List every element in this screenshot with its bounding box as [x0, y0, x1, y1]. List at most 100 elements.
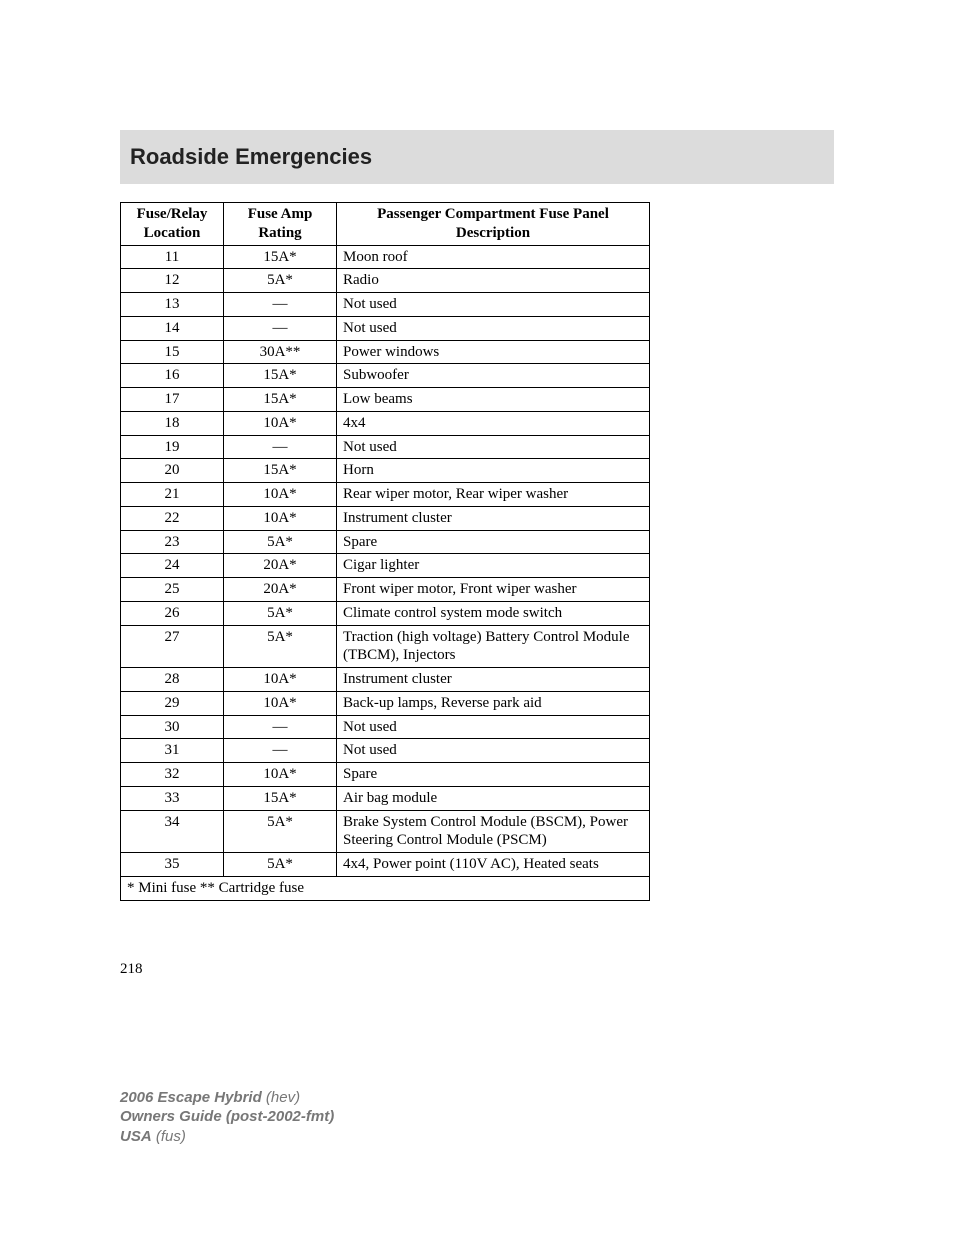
cell-amp-rating: 10A*: [224, 763, 337, 787]
cell-description: Moon roof: [337, 245, 650, 269]
fuse-table-header-row: Fuse/Relay Location Fuse Amp Rating Pass…: [121, 203, 650, 246]
cell-amp-rating: 10A*: [224, 506, 337, 530]
cell-location: 26: [121, 601, 224, 625]
cell-amp-rating: 15A*: [224, 245, 337, 269]
cell-location: 12: [121, 269, 224, 293]
cell-amp-rating: 10A*: [224, 483, 337, 507]
footer-line-2: Owners Guide (post-2002-fmt): [120, 1107, 834, 1127]
cell-amp-rating: 5A*: [224, 530, 337, 554]
cell-amp-rating: 5A*: [224, 601, 337, 625]
table-row: 1615A*Subwoofer: [121, 364, 650, 388]
cell-description: Cigar lighter: [337, 554, 650, 578]
cell-amp-rating: 20A*: [224, 554, 337, 578]
cell-location: 29: [121, 691, 224, 715]
cell-location: 32: [121, 763, 224, 787]
footer-region-code: (fus): [156, 1128, 186, 1145]
footer-vehicle-code: (hev): [266, 1089, 300, 1106]
cell-description: Radio: [337, 269, 650, 293]
cell-description: Horn: [337, 459, 650, 483]
table-row: 3315A*Air bag module: [121, 786, 650, 810]
table-row: 355A*4x4, Power point (110V AC), Heated …: [121, 853, 650, 877]
col-header-description-line1: Passenger Compartment Fuse Panel: [377, 206, 609, 222]
cell-amp-rating: —: [224, 715, 337, 739]
cell-description: Subwoofer: [337, 364, 650, 388]
cell-amp-rating: —: [224, 316, 337, 340]
cell-description: Air bag module: [337, 786, 650, 810]
cell-location: 19: [121, 435, 224, 459]
cell-location: 15: [121, 340, 224, 364]
table-row: 19—Not used: [121, 435, 650, 459]
cell-location: 35: [121, 853, 224, 877]
table-row: 13—Not used: [121, 293, 650, 317]
footer-region: USA: [120, 1128, 152, 1145]
table-row: 265A*Climate control system mode switch: [121, 601, 650, 625]
cell-description: Not used: [337, 316, 650, 340]
col-header-location-line1: Fuse/Relay: [137, 206, 208, 222]
cell-location: 28: [121, 668, 224, 692]
cell-location: 21: [121, 483, 224, 507]
fuse-table-footnote: * Mini fuse ** Cartridge fuse: [121, 876, 650, 900]
cell-location: 33: [121, 786, 224, 810]
cell-description: Back-up lamps, Reverse park aid: [337, 691, 650, 715]
table-row: 1810A*4x4: [121, 411, 650, 435]
cell-amp-rating: 15A*: [224, 459, 337, 483]
cell-amp-rating: —: [224, 435, 337, 459]
table-row: 3210A*Spare: [121, 763, 650, 787]
cell-location: 16: [121, 364, 224, 388]
col-header-description: Passenger Compartment Fuse Panel Descrip…: [337, 203, 650, 246]
table-row: 2110A*Rear wiper motor, Rear wiper washe…: [121, 483, 650, 507]
table-row: 125A*Radio: [121, 269, 650, 293]
col-header-description-line2: Description: [456, 225, 530, 241]
document-footer: 2006 Escape Hybrid (hev) Owners Guide (p…: [120, 1088, 834, 1147]
fuse-table: Fuse/Relay Location Fuse Amp Rating Pass…: [120, 202, 650, 901]
fuse-table-foot: * Mini fuse ** Cartridge fuse: [121, 876, 650, 900]
section-header-bar: Roadside Emergencies: [120, 130, 834, 184]
cell-amp-rating: 15A*: [224, 364, 337, 388]
cell-amp-rating: 5A*: [224, 853, 337, 877]
table-row: 275A*Traction (high voltage) Battery Con…: [121, 625, 650, 668]
table-row: 1715A*Low beams: [121, 388, 650, 412]
cell-location: 24: [121, 554, 224, 578]
cell-location: 14: [121, 316, 224, 340]
cell-description: Power windows: [337, 340, 650, 364]
cell-amp-rating: 30A**: [224, 340, 337, 364]
table-row: 2910A*Back-up lamps, Reverse park aid: [121, 691, 650, 715]
col-header-rating: Fuse Amp Rating: [224, 203, 337, 246]
cell-description: Low beams: [337, 388, 650, 412]
table-row: 30—Not used: [121, 715, 650, 739]
page-number: 218: [120, 961, 834, 978]
col-header-rating-line2: Rating: [258, 225, 301, 241]
cell-location: 20: [121, 459, 224, 483]
cell-description: Not used: [337, 739, 650, 763]
cell-description: Brake System Control Module (BSCM), Powe…: [337, 810, 650, 853]
cell-location: 34: [121, 810, 224, 853]
cell-amp-rating: 5A*: [224, 625, 337, 668]
cell-description: Instrument cluster: [337, 506, 650, 530]
col-header-location: Fuse/Relay Location: [121, 203, 224, 246]
cell-description: Instrument cluster: [337, 668, 650, 692]
cell-amp-rating: 5A*: [224, 269, 337, 293]
cell-description: 4x4: [337, 411, 650, 435]
fuse-table-footnote-row: * Mini fuse ** Cartridge fuse: [121, 876, 650, 900]
cell-location: 25: [121, 578, 224, 602]
table-row: 2210A*Instrument cluster: [121, 506, 650, 530]
cell-description: Not used: [337, 435, 650, 459]
cell-description: Spare: [337, 530, 650, 554]
cell-description: Climate control system mode switch: [337, 601, 650, 625]
cell-amp-rating: 5A*: [224, 810, 337, 853]
cell-location: 30: [121, 715, 224, 739]
cell-amp-rating: 10A*: [224, 691, 337, 715]
cell-location: 13: [121, 293, 224, 317]
cell-location: 23: [121, 530, 224, 554]
footer-vehicle-name: 2006 Escape Hybrid: [120, 1089, 262, 1106]
table-row: 1115A*Moon roof: [121, 245, 650, 269]
section-title: Roadside Emergencies: [130, 144, 372, 169]
cell-description: Spare: [337, 763, 650, 787]
table-row: 14—Not used: [121, 316, 650, 340]
cell-location: 17: [121, 388, 224, 412]
footer-line-3: USA (fus): [120, 1127, 834, 1147]
cell-amp-rating: 20A*: [224, 578, 337, 602]
cell-location: 31: [121, 739, 224, 763]
cell-location: 22: [121, 506, 224, 530]
cell-description: Front wiper motor, Front wiper washer: [337, 578, 650, 602]
